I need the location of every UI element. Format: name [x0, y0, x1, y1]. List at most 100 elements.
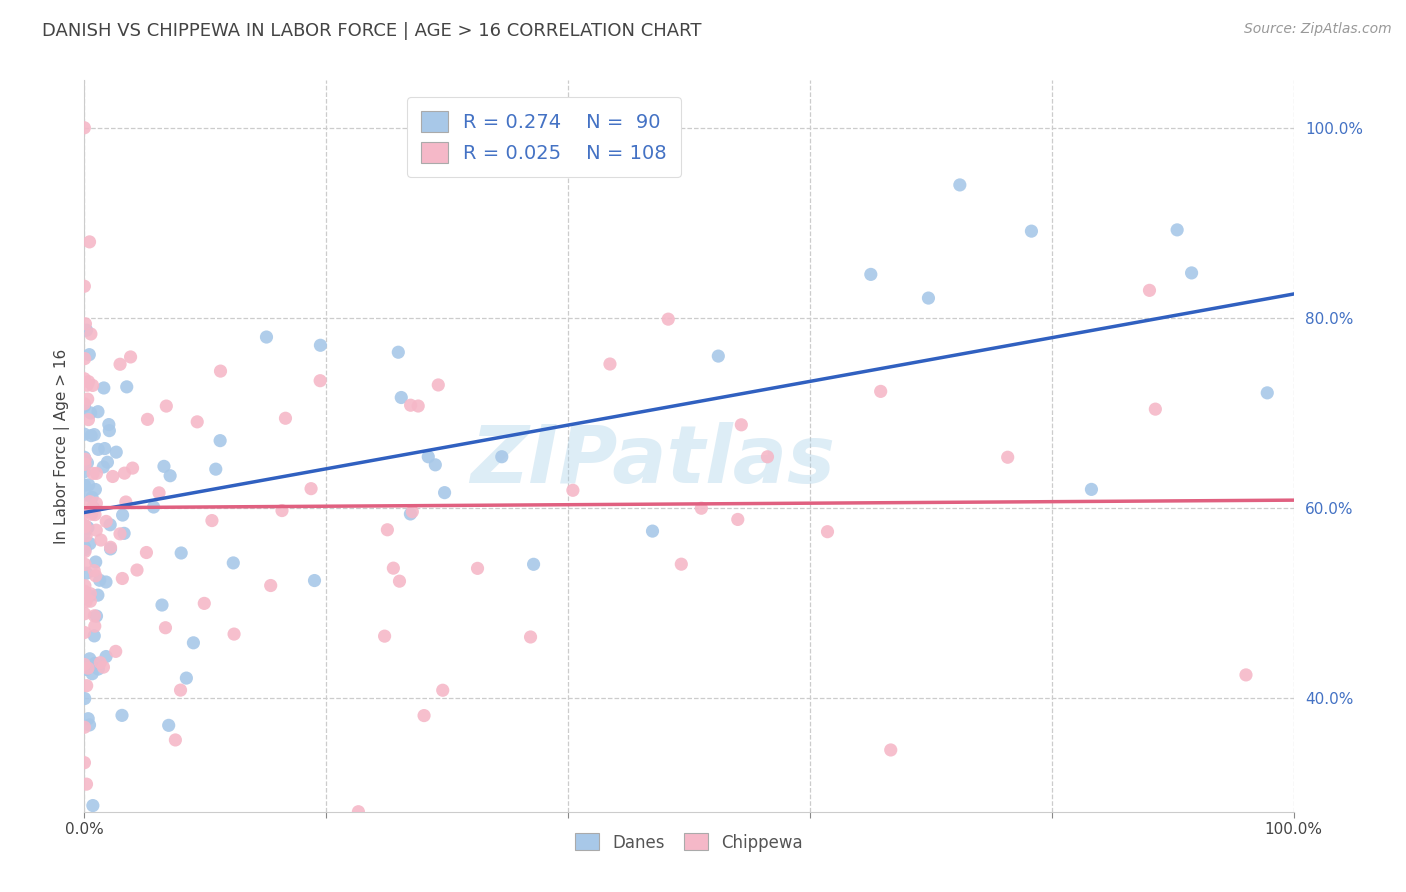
- Point: [73, 351, 96, 366]
- Point: [150, 598, 173, 612]
- Point: [399, 398, 422, 412]
- Point: [641, 524, 664, 538]
- Point: [271, 503, 294, 517]
- Point: [111, 572, 134, 586]
- Point: [83, 608, 105, 623]
- Point: [84, 483, 107, 497]
- Point: [73, 542, 96, 557]
- Point: [1166, 223, 1188, 237]
- Point: [427, 378, 450, 392]
- Point: [80, 326, 103, 341]
- Point: [82, 500, 104, 515]
- Point: [75, 529, 97, 543]
- Point: [73, 720, 96, 734]
- Point: [222, 627, 245, 641]
- Point: [1080, 483, 1102, 497]
- Point: [155, 621, 177, 635]
- Point: [690, 501, 713, 516]
- Point: [76, 777, 98, 791]
- Point: [304, 574, 326, 588]
- Point: [73, 520, 96, 534]
- Point: [73, 625, 96, 640]
- Point: [73, 465, 96, 479]
- Point: [83, 619, 105, 633]
- Point: [169, 683, 191, 698]
- Point: [73, 372, 96, 386]
- Point: [86, 496, 108, 510]
- Point: [260, 578, 283, 592]
- Point: [82, 501, 104, 516]
- Point: [100, 541, 122, 556]
- Point: [105, 445, 128, 459]
- Point: [142, 500, 165, 514]
- Point: [83, 629, 105, 643]
- Point: [73, 544, 96, 558]
- Text: DANISH VS CHIPPEWA IN LABOR FORCE | AGE > 16 CORRELATION CHART: DANISH VS CHIPPEWA IN LABOR FORCE | AGE …: [42, 22, 702, 40]
- Point: [104, 644, 127, 658]
- Point: [1256, 385, 1278, 400]
- Point: [84, 657, 107, 671]
- Point: [73, 691, 96, 706]
- Point: [413, 708, 436, 723]
- Point: [76, 520, 98, 534]
- Point: [79, 494, 101, 508]
- Point: [84, 508, 107, 522]
- Point: [121, 461, 143, 475]
- Point: [111, 508, 134, 522]
- Point: [917, 291, 939, 305]
- Point: [79, 587, 101, 601]
- Point: [77, 412, 100, 426]
- Y-axis label: In Labor Force | Age > 16: In Labor Force | Age > 16: [55, 349, 70, 543]
- Point: [523, 558, 546, 572]
- Point: [76, 679, 98, 693]
- Point: [73, 458, 96, 472]
- Point: [82, 666, 104, 681]
- Point: [309, 374, 332, 388]
- Point: [86, 609, 108, 624]
- Point: [108, 357, 131, 371]
- Point: [76, 392, 98, 406]
- Point: [176, 671, 198, 685]
- Point: [115, 380, 138, 394]
- Point: [83, 427, 105, 442]
- Point: [75, 518, 97, 533]
- Point: [84, 523, 107, 537]
- Point: [125, 563, 148, 577]
- Point: [93, 660, 115, 674]
- Point: [387, 345, 409, 359]
- Point: [114, 466, 136, 480]
- Point: [91, 459, 114, 474]
- Point: [75, 317, 97, 331]
- Text: Source: ZipAtlas.com: Source: ZipAtlas.com: [1244, 22, 1392, 37]
- Point: [561, 483, 583, 498]
- Point: [1021, 224, 1043, 238]
- Point: [707, 349, 730, 363]
- Point: [94, 574, 117, 589]
- Point: [79, 348, 101, 362]
- Point: [73, 427, 96, 442]
- Point: [83, 564, 105, 578]
- Point: [817, 524, 839, 539]
- Point: [96, 515, 118, 529]
- Point: [77, 375, 100, 389]
- Point: [382, 561, 405, 575]
- Point: [671, 557, 693, 571]
- Point: [756, 450, 779, 464]
- Point: [165, 733, 187, 747]
- Point: [73, 540, 96, 554]
- Point: [77, 520, 100, 534]
- Point: [135, 545, 157, 559]
- Point: [599, 357, 621, 371]
- Point: [432, 683, 454, 698]
- Point: [389, 391, 412, 405]
- Point: [136, 412, 159, 426]
- Point: [100, 541, 122, 555]
- Point: [201, 514, 224, 528]
- Point: [79, 652, 101, 666]
- Point: [73, 526, 96, 541]
- Point: [80, 491, 103, 505]
- Point: [949, 178, 972, 192]
- Point: [98, 517, 121, 532]
- Point: [79, 406, 101, 420]
- Point: [98, 424, 121, 438]
